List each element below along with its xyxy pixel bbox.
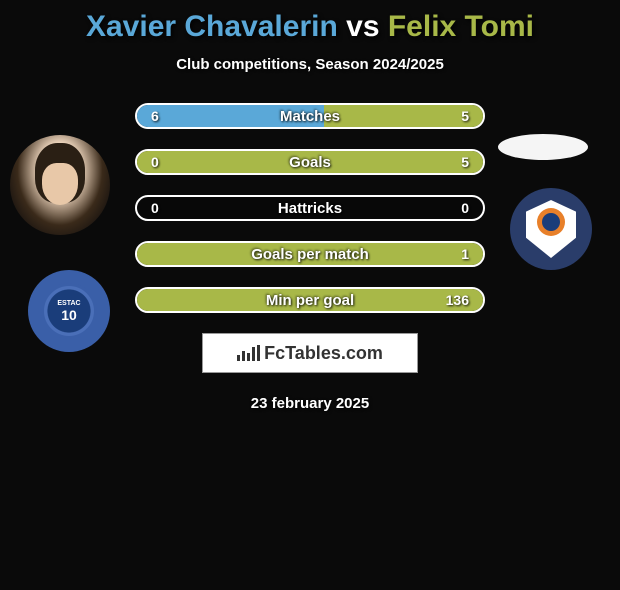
stat-fill-right <box>324 105 483 127</box>
stat-value-right: 0 <box>461 200 469 216</box>
stat-value-right: 5 <box>461 108 469 124</box>
stat-value-left: 6 <box>151 108 159 124</box>
stat-bar: Min per goal 136 <box>135 287 485 313</box>
stat-label: Min per goal <box>266 292 354 309</box>
stat-row: 0 Goals 5 <box>10 149 610 175</box>
stat-value-left: 0 <box>151 200 159 216</box>
stat-row: Min per goal 136 <box>10 287 610 313</box>
stat-label: Hattricks <box>278 200 342 217</box>
player2-name: Felix Tomi <box>388 10 534 43</box>
subtitle: Club competitions, Season 2024/2025 <box>0 56 620 73</box>
date-text: 23 february 2025 <box>0 395 620 412</box>
stat-row: 0 Hattricks 0 <box>10 195 610 221</box>
stats-container: 6 Matches 5 0 Goals 5 0 Hattricks 0 Goals per mat… <box>0 103 620 313</box>
stat-value-right: 5 <box>461 154 469 170</box>
vs-text: vs <box>346 10 379 43</box>
stat-row: 6 Matches 5 <box>10 103 610 129</box>
brand-box[interactable]: FcTables.com <box>202 333 418 373</box>
stat-bar: 0 Hattricks 0 <box>135 195 485 221</box>
stat-bar: 6 Matches 5 <box>135 103 485 129</box>
brand-text: FcTables.com <box>264 343 383 364</box>
stat-value-left: 0 <box>151 154 159 170</box>
stat-label: Goals per match <box>251 246 369 263</box>
stat-value-right: 1 <box>461 246 469 262</box>
player1-name: Xavier Chavalerin <box>86 10 338 43</box>
stat-bar: 0 Goals 5 <box>135 149 485 175</box>
page-title: Xavier Chavalerin vs Felix Tomi <box>0 10 620 44</box>
stat-value-right: 136 <box>446 292 469 308</box>
stat-label: Matches <box>280 108 340 125</box>
stat-bar: Goals per match 1 <box>135 241 485 267</box>
stat-label: Goals <box>289 154 331 171</box>
stat-row: Goals per match 1 <box>10 241 610 267</box>
chart-icon <box>237 345 260 361</box>
